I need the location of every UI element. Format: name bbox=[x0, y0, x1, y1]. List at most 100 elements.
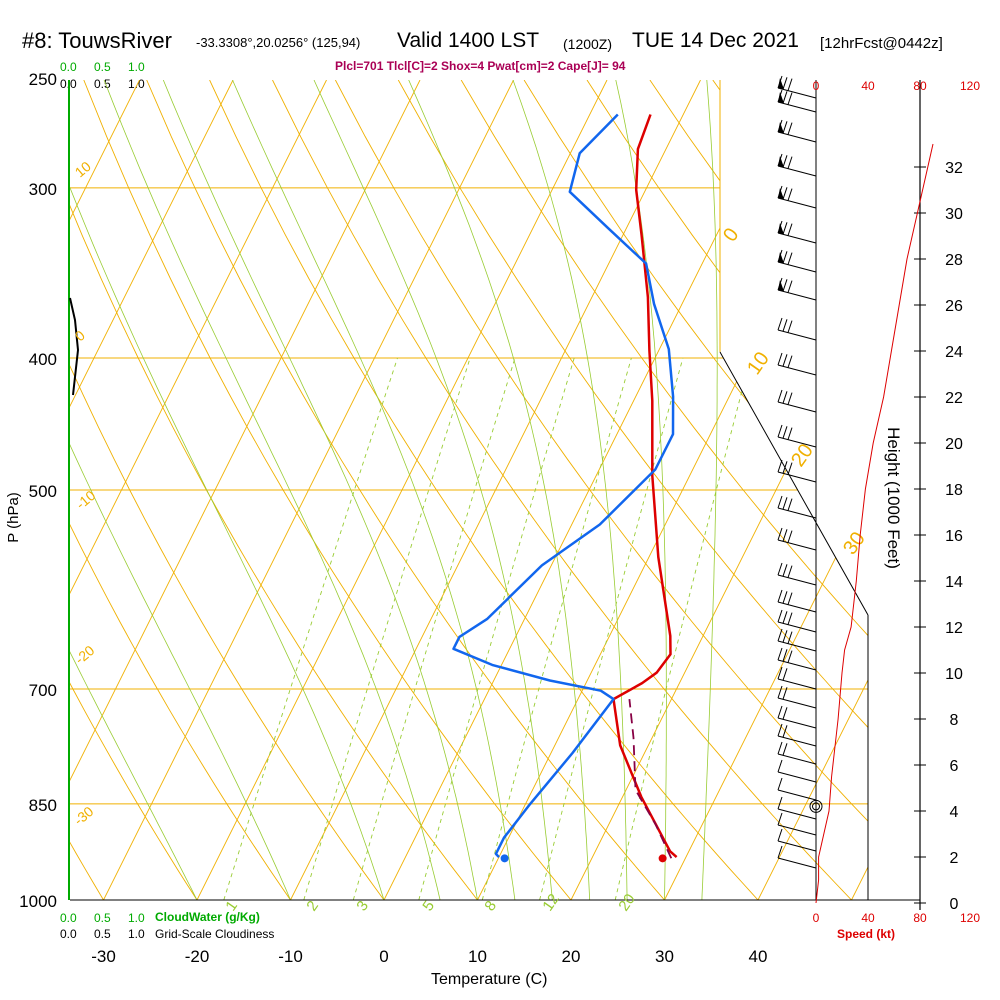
wind-barb bbox=[777, 574, 817, 586]
wind-barb-flag bbox=[777, 723, 783, 737]
wind-barb-flag bbox=[782, 77, 788, 90]
temperature-tick-label: 20 bbox=[562, 947, 581, 966]
wind-barb-flag bbox=[777, 666, 783, 680]
wind-barb-flag bbox=[787, 156, 793, 169]
wind-barb-flag bbox=[777, 741, 783, 755]
height-tick-label: 6 bbox=[950, 758, 959, 775]
wind-barb bbox=[777, 507, 817, 519]
wind-barb-pennant bbox=[778, 156, 784, 168]
isotherm-line bbox=[290, 80, 701, 900]
wind-barb-flag bbox=[787, 498, 793, 511]
wind-barb-flag bbox=[777, 796, 783, 810]
dry-adiabat-label: -30 bbox=[71, 803, 97, 828]
temperature-tick-label: 40 bbox=[749, 947, 768, 966]
dry-adiabat-label: -10 bbox=[73, 487, 99, 512]
mixing-ratio-line bbox=[418, 357, 575, 900]
pressure-tick-label: 250 bbox=[29, 70, 57, 89]
temperature-tick-label: -10 bbox=[278, 947, 303, 966]
dry-adiabat bbox=[964, 80, 1000, 900]
wind-barb-pennant bbox=[778, 252, 784, 264]
parcel-profile bbox=[628, 699, 673, 859]
height-tick-label: 30 bbox=[945, 206, 963, 223]
dry-adiabat bbox=[209, 80, 759, 900]
wind-barb-flag bbox=[777, 317, 783, 331]
wind-barb-flag bbox=[787, 631, 793, 644]
moist-adiabat bbox=[70, 80, 385, 900]
height-tick-label: 0 bbox=[950, 896, 959, 913]
wind-barb-flag bbox=[787, 592, 793, 605]
moist-adiabat bbox=[615, 80, 667, 900]
height-tick-label: 4 bbox=[950, 804, 959, 821]
speed-tick-label: 40 bbox=[861, 911, 875, 925]
speed-tick-label: 120 bbox=[960, 911, 980, 925]
wind-barb-flag bbox=[777, 389, 783, 403]
wind-barb bbox=[777, 640, 817, 652]
wind-barb bbox=[777, 789, 817, 801]
cloud-scale-top-green-2: 1.0 bbox=[128, 60, 145, 74]
wind-barb-flag bbox=[782, 630, 788, 643]
wind-barb-flag bbox=[777, 812, 783, 826]
pressure-tick-label: 850 bbox=[29, 796, 57, 815]
wind-barb-flag bbox=[777, 527, 783, 541]
wind-barb bbox=[777, 678, 817, 690]
wind-barb-flag bbox=[782, 187, 788, 200]
dry-adiabat bbox=[397, 80, 868, 900]
mixing-ratio-line bbox=[481, 357, 632, 900]
isotherm-line bbox=[757, 80, 868, 900]
wind-barb-flag bbox=[787, 280, 793, 293]
height-tick-label: 8 bbox=[950, 712, 959, 729]
cloud-scale-bottom-black-0: 0.0 bbox=[60, 927, 77, 941]
wind-panel-border bbox=[719, 351, 869, 616]
wind-barb-flag bbox=[787, 355, 793, 368]
dry-adiabat bbox=[523, 80, 868, 900]
wind-barb-flag bbox=[782, 743, 788, 756]
forecast-label: [12hrFcst@0442z] bbox=[820, 35, 943, 52]
wind-barb-flag bbox=[787, 392, 793, 405]
wind-barb bbox=[777, 364, 817, 376]
wind-barb-pennant bbox=[778, 78, 784, 90]
dry-adiabat bbox=[146, 80, 665, 900]
dry-adiabat bbox=[70, 80, 291, 900]
wind-barb bbox=[777, 261, 817, 273]
wind-barb-flag bbox=[782, 687, 788, 700]
speed-tick-label: 0 bbox=[813, 911, 820, 925]
wind-barb bbox=[777, 197, 817, 209]
moist-adiabat bbox=[512, 80, 628, 900]
temperature-tick-label: 10 bbox=[468, 947, 487, 966]
wind-barb-flag bbox=[777, 495, 783, 509]
pressure-tick-label: 300 bbox=[29, 180, 57, 199]
isotherm-line bbox=[851, 80, 868, 900]
cloud-scale-top-green-1: 0.5 bbox=[94, 60, 111, 74]
cloud-scale-top-green-0: 0.0 bbox=[60, 60, 77, 74]
wind-barb-flag bbox=[777, 589, 783, 603]
stability-indices: Plcl=701 Tlcl[C]=2 Shox=4 Pwat[cm]=2 Cap… bbox=[335, 59, 626, 73]
dry-adiabat-label: 30 bbox=[839, 528, 870, 559]
wind-barb-flag bbox=[782, 529, 788, 542]
wind-barb-flag bbox=[777, 609, 783, 623]
temperature-tick-label: 0 bbox=[379, 947, 388, 966]
calm-wind-circle bbox=[809, 799, 823, 813]
wind-barb bbox=[777, 436, 817, 448]
wind-barb-flag bbox=[787, 223, 793, 236]
pressure-tick-label: 500 bbox=[29, 482, 57, 501]
mixing-ratio-line bbox=[352, 357, 516, 900]
wind-barb bbox=[777, 232, 817, 244]
cloud-scale-bottom-green-2: 1.0 bbox=[128, 911, 145, 925]
surface-temperature-marker bbox=[658, 854, 667, 863]
isotherm-line bbox=[664, 80, 868, 900]
dry-adiabat bbox=[775, 80, 868, 900]
mixing-ratio-line bbox=[303, 357, 471, 900]
wind-barb-flag bbox=[777, 828, 783, 842]
height-tick-label: 24 bbox=[945, 344, 963, 361]
moist-adiabat bbox=[70, 80, 291, 900]
wind-barb-flag bbox=[782, 279, 788, 292]
dry-adiabat-label: 20 bbox=[787, 440, 818, 471]
wind-barb bbox=[777, 840, 817, 852]
wind-barb-flag bbox=[777, 845, 783, 859]
moist-adiabat bbox=[408, 80, 591, 900]
wind-barb-flag bbox=[782, 121, 788, 134]
wind-barb bbox=[777, 824, 817, 836]
wind-barb bbox=[777, 289, 817, 301]
moist-adiabat bbox=[162, 80, 478, 900]
mixing-ratio-line bbox=[223, 357, 398, 900]
